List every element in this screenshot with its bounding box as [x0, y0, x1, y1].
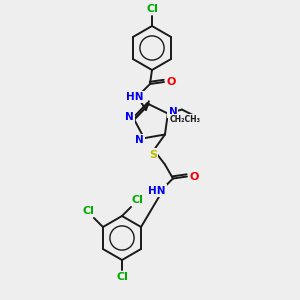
Text: N: N: [135, 135, 143, 145]
Text: O: O: [166, 77, 176, 87]
Text: HN: HN: [148, 185, 166, 196]
Text: HN: HN: [126, 92, 144, 102]
Text: Cl: Cl: [116, 272, 128, 282]
Text: Cl: Cl: [131, 195, 143, 205]
Text: CH₂CH₃: CH₂CH₃: [169, 115, 200, 124]
Text: S: S: [149, 149, 157, 160]
Text: Cl: Cl: [146, 4, 158, 14]
Text: N: N: [169, 106, 177, 116]
Text: Cl: Cl: [82, 206, 94, 216]
Text: O: O: [189, 172, 199, 182]
Text: N: N: [125, 112, 134, 122]
